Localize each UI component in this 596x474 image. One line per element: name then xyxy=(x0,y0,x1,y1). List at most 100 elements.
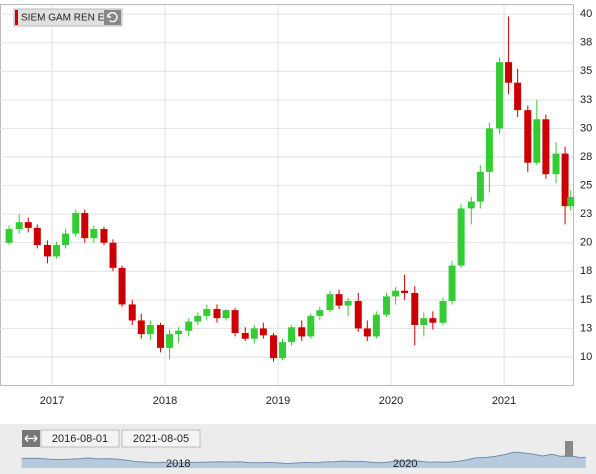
candle-body xyxy=(53,245,61,257)
candle-body xyxy=(24,222,32,228)
candle-body xyxy=(505,62,513,83)
x-tick-label: 2020 xyxy=(379,395,403,407)
candle-body xyxy=(326,294,334,311)
candle-body xyxy=(514,82,522,111)
candle-body xyxy=(72,213,80,234)
candle-body xyxy=(439,301,447,323)
candle-body xyxy=(213,309,221,319)
candle-body xyxy=(146,325,154,335)
refresh-icon xyxy=(107,11,118,23)
y-tick-label: 35 xyxy=(580,65,592,77)
candle-body xyxy=(90,229,98,239)
candle-body xyxy=(288,327,296,343)
range-icon xyxy=(24,435,38,442)
y-tick-label: 25 xyxy=(580,179,592,191)
candle-body xyxy=(307,315,315,337)
x-tick-label: 2021 xyxy=(492,395,516,407)
y-tick-label: 38 xyxy=(580,37,592,49)
y-tick-label: 33 xyxy=(580,94,592,106)
range-start-box[interactable] xyxy=(40,429,120,448)
candle-body xyxy=(137,320,145,335)
legend-box[interactable] xyxy=(13,8,123,27)
candle-body xyxy=(298,327,306,337)
navigator-line xyxy=(21,451,586,465)
legend-swatch xyxy=(15,10,18,25)
candle-body xyxy=(429,318,437,323)
candle-body xyxy=(383,296,391,315)
candle-body xyxy=(372,314,380,337)
candle-body xyxy=(166,334,174,348)
y-tick-label: 15 xyxy=(580,294,592,306)
candle-body xyxy=(231,310,239,333)
y-tick-label: 13 xyxy=(580,322,592,334)
candle-body xyxy=(81,213,89,239)
candle-body xyxy=(259,328,267,336)
y-tick-label: 30 xyxy=(580,122,592,134)
candle-body xyxy=(118,267,126,305)
candle-body xyxy=(43,245,51,257)
y-tick-label: 10 xyxy=(580,351,592,363)
candle-body xyxy=(15,222,23,229)
x-tick-label: 2018 xyxy=(153,395,177,407)
candle-body xyxy=(392,290,400,297)
candle-body xyxy=(156,325,164,348)
candle-body xyxy=(496,62,504,129)
candle-body xyxy=(420,318,428,325)
candle-body xyxy=(250,328,258,339)
x-tick-label: 2017 xyxy=(40,395,64,407)
candle-body xyxy=(194,315,202,322)
candle-body xyxy=(567,197,575,207)
range-start: 2016-08-01 xyxy=(52,433,108,445)
candles xyxy=(5,16,575,362)
candle-body xyxy=(542,119,550,175)
candle-body xyxy=(100,229,108,243)
range-end: 2021-08-05 xyxy=(133,433,189,445)
candle-body xyxy=(5,229,13,243)
candle-body xyxy=(457,208,465,266)
candle-body xyxy=(467,201,475,209)
x-tick-label: 2019 xyxy=(266,395,290,407)
candle-body xyxy=(185,321,193,331)
plot-frame xyxy=(0,4,574,386)
candle-body xyxy=(316,310,324,316)
grid: 10 13 15 18 20 23 25 28 30 33 35 38 40 2017 2018 2019 20… xyxy=(0,5,592,407)
navigator-handle[interactable] xyxy=(565,441,573,457)
y-tick-label: 18 xyxy=(580,265,592,277)
candle-body xyxy=(241,333,249,339)
candle-body xyxy=(533,119,541,163)
candle-body xyxy=(354,301,362,329)
candle-body xyxy=(401,290,409,293)
navigator-area xyxy=(21,452,586,468)
candle-body xyxy=(279,342,287,359)
candle-body xyxy=(128,304,136,321)
candle-body xyxy=(363,328,371,337)
candle-body xyxy=(552,153,560,175)
candle-body xyxy=(411,293,419,325)
candle-body xyxy=(62,233,70,245)
candle-body xyxy=(335,294,343,306)
candle-body xyxy=(203,309,211,316)
y-tick-label: 40 xyxy=(580,8,592,20)
candle-body xyxy=(344,301,352,306)
refresh-button[interactable] xyxy=(104,10,121,25)
navigator-tick-label: 2020 xyxy=(393,458,417,470)
legend[interactable]: SIEM GAM REN E xyxy=(13,8,123,27)
candle-body xyxy=(270,335,278,359)
candle-body xyxy=(561,153,569,207)
candle-body xyxy=(448,265,456,301)
candle-body xyxy=(33,227,41,245)
legend-label: SIEM GAM REN E xyxy=(21,13,105,24)
navigator-tick-label: 2018 xyxy=(166,458,190,470)
y-tick-label: 28 xyxy=(580,151,592,163)
candle-body xyxy=(485,128,493,172)
candle-body xyxy=(222,310,230,319)
range-end-box[interactable] xyxy=(121,429,201,448)
candle-body xyxy=(175,330,183,335)
y-tick-label: 23 xyxy=(580,208,592,220)
y-tick-label: 20 xyxy=(580,237,592,249)
candle-body xyxy=(524,110,532,163)
candle-body xyxy=(109,242,117,268)
navigator: 2018 2020 xyxy=(21,441,586,470)
